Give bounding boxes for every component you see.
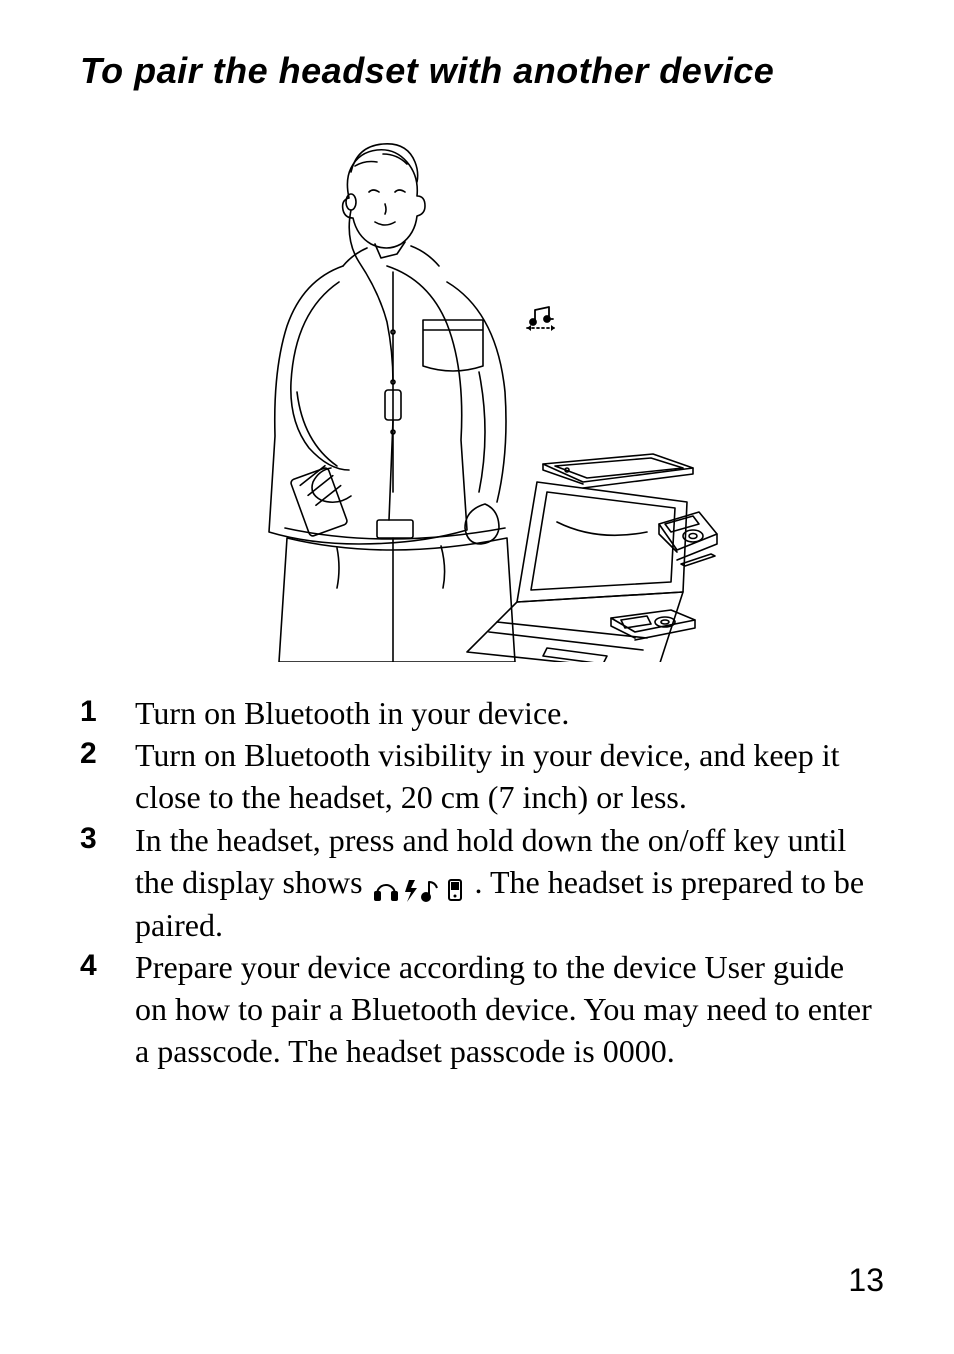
display-icons: [371, 870, 467, 904]
step-4-text: Prepare your device according to the dev…: [135, 949, 872, 1069]
step-4: Prepare your device according to the dev…: [80, 946, 884, 1073]
section-title: To pair the headset with another device: [80, 50, 884, 92]
page-number: 13: [848, 1262, 884, 1299]
steps-list: Turn on Bluetooth in your device. Turn o…: [80, 692, 884, 1073]
pairing-illustration: [227, 122, 737, 662]
step-3: In the headset, press and hold down the …: [80, 819, 884, 946]
step-1-text: Turn on Bluetooth in your device.: [135, 695, 569, 731]
step-1: Turn on Bluetooth in your device.: [80, 692, 884, 734]
step-2-text: Turn on Bluetooth visibility in your dev…: [135, 737, 840, 815]
step-2: Turn on Bluetooth visibility in your dev…: [80, 734, 884, 818]
